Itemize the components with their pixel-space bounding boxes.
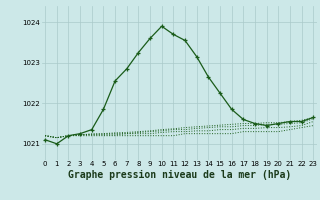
X-axis label: Graphe pression niveau de la mer (hPa): Graphe pression niveau de la mer (hPa) [68,170,291,180]
